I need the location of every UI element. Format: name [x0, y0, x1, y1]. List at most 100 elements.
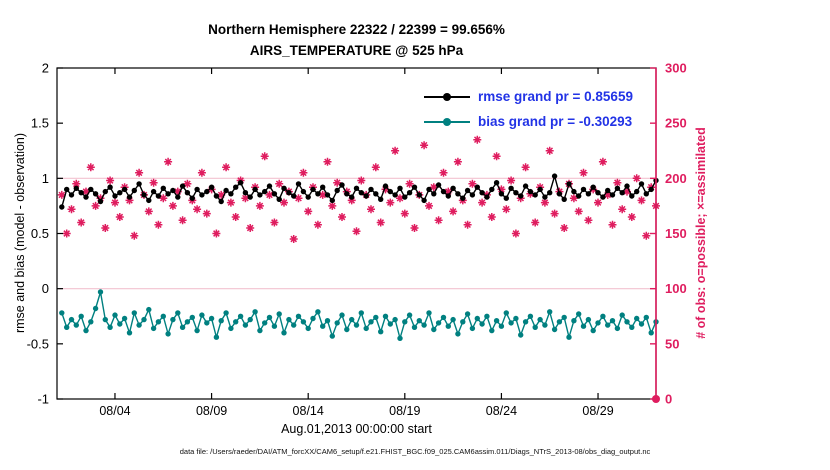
- rmse-marker: [406, 190, 413, 196]
- rmse-marker: [281, 185, 287, 191]
- bias-marker: [445, 323, 451, 329]
- bias-marker: [262, 320, 268, 326]
- rmse-marker: [411, 184, 418, 190]
- bias-marker: [213, 334, 220, 340]
- rmse-marker: [92, 191, 99, 197]
- bias-marker: [136, 322, 142, 328]
- chart-title: Northern Hemisphere 22322 / 22399 = 99.6…: [208, 22, 505, 37]
- rmse-marker: [402, 194, 408, 200]
- bias-marker: [242, 322, 249, 328]
- rmse-marker: [440, 188, 447, 195]
- rmse-marker: [189, 195, 195, 201]
- bias-marker: [576, 311, 582, 317]
- left-tick-label: 1: [42, 171, 49, 186]
- bias-marker: [334, 320, 340, 326]
- bias-marker: [493, 318, 500, 324]
- bias-marker: [117, 321, 123, 327]
- bias-marker: [460, 319, 466, 325]
- rmse-marker: [522, 183, 529, 189]
- rmse-marker: [184, 190, 191, 196]
- rmse-marker: [160, 185, 166, 191]
- bias-marker: [556, 319, 563, 325]
- bias-marker: [648, 330, 654, 336]
- x-tick-label: 08/14: [293, 404, 324, 418]
- rmse-marker: [286, 190, 292, 196]
- rmse-marker: [363, 193, 369, 199]
- bias-marker: [416, 318, 422, 324]
- rmse-marker: [445, 193, 451, 199]
- rmse-marker: [566, 181, 572, 187]
- rmse-marker: [107, 184, 113, 190]
- rmse-marker: [527, 188, 534, 195]
- bias-marker: [88, 319, 94, 325]
- bias-marker: [199, 312, 205, 318]
- rmse-marker: [513, 190, 519, 196]
- rmse-marker: [262, 188, 268, 195]
- bias-marker: [324, 318, 331, 324]
- bias-marker: [537, 316, 543, 323]
- bias-marker: [131, 310, 137, 316]
- rmse-marker: [629, 193, 635, 199]
- legend-entry-bias: bias grand pr = -0.30293: [424, 109, 633, 134]
- data-file-caption: data file: /Users/raeder/DAI/ATM_forcXX/…: [179, 447, 651, 456]
- rmse-marker: [208, 184, 215, 190]
- bias-marker: [474, 315, 480, 322]
- rmse-marker: [349, 194, 355, 200]
- bias-marker: [402, 319, 408, 325]
- rmse-marker: [228, 191, 234, 197]
- right-axis-label: # of obs: o=possible; ×=assimilated: [694, 127, 708, 339]
- bias-marker: [358, 310, 364, 316]
- rmse-marker: [643, 191, 649, 197]
- bias-marker: [228, 325, 234, 332]
- rmse-marker: [571, 188, 577, 195]
- bias-marker: [435, 320, 442, 326]
- rmse-marker: [397, 185, 403, 191]
- rmse-marker: [431, 191, 437, 197]
- rmse-marker: [378, 196, 384, 202]
- rmse-marker: [537, 186, 543, 193]
- bias-marker: [223, 310, 229, 316]
- bias-marker: [368, 319, 374, 325]
- bias-marker: [218, 318, 224, 324]
- bias-marker: [614, 325, 621, 332]
- rmse-marker: [551, 173, 558, 179]
- rmse-marker: [474, 184, 480, 190]
- bias-marker: [382, 313, 389, 319]
- bias-marker: [421, 322, 427, 328]
- rmse-marker: [73, 185, 80, 191]
- rmse-marker: [179, 183, 186, 189]
- rmse-marker: [580, 186, 587, 193]
- bias-marker: [179, 324, 186, 330]
- rmse-marker: [595, 190, 601, 196]
- bias-marker: [503, 310, 509, 316]
- legend: rmse grand pr = 0.85659 bias grand pr = …: [424, 84, 633, 134]
- bias-marker: [121, 315, 128, 322]
- bias-marker: [155, 319, 162, 325]
- bias-marker: [237, 313, 244, 319]
- bias-marker: [590, 327, 596, 334]
- right-tick-label: 250: [665, 116, 687, 131]
- rmse-marker: [605, 187, 611, 194]
- bias-marker: [605, 322, 611, 328]
- bias-marker: [59, 310, 65, 316]
- rmse-marker: [131, 187, 137, 194]
- right-tick-label: 0: [665, 392, 672, 407]
- rmse-marker: [218, 198, 224, 205]
- rmse-marker: [126, 194, 133, 200]
- bias-marker: [344, 326, 350, 333]
- bias-marker: [387, 321, 393, 327]
- rmse-marker-swatch: [443, 92, 451, 101]
- rmse-marker: [320, 184, 326, 190]
- rmse-marker: [455, 191, 461, 197]
- bias-marker: [150, 325, 157, 332]
- rmse-marker: [358, 190, 364, 196]
- rmse-marker: [547, 190, 553, 196]
- bias-marker: [68, 316, 75, 323]
- bias-marker: [102, 316, 109, 323]
- rmse-marker: [489, 186, 495, 193]
- left-tick-label: 1.5: [31, 116, 49, 131]
- bias-marker: [629, 324, 635, 330]
- rmse-marker: [339, 182, 345, 188]
- right-axis-origin-marker: [652, 395, 660, 403]
